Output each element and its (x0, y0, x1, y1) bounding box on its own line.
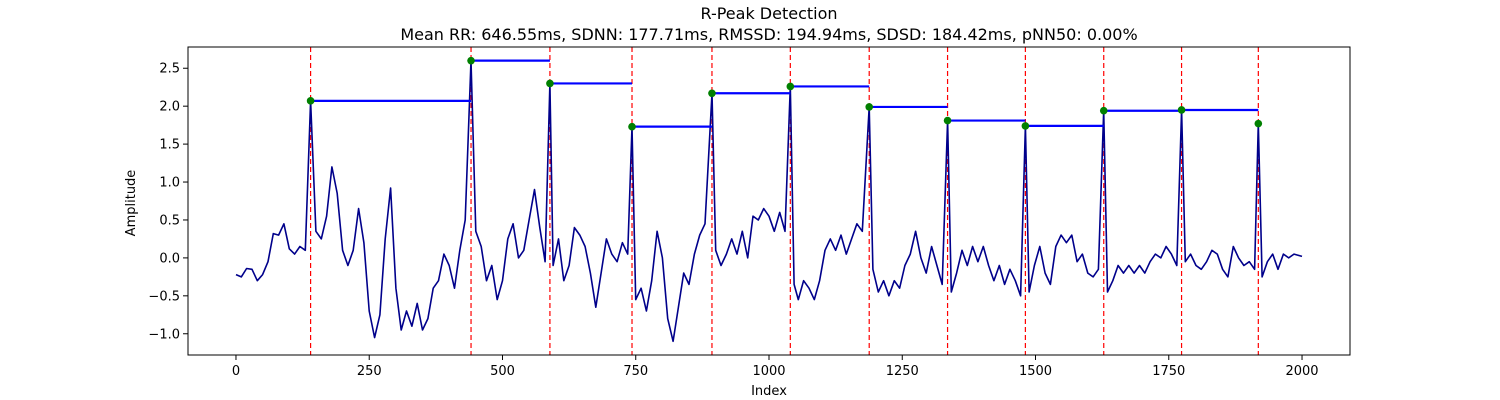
peak-markers (306, 56, 1263, 131)
x-axis-label: Index (751, 384, 787, 399)
y-axis: −1.0 −0.5 0.0 0.5 1.0 1.5 2.0 2.5 (148, 62, 188, 342)
rr-segments (310, 59, 1259, 128)
x-tick-label: 500 (490, 364, 515, 379)
peak-marker (306, 97, 315, 105)
x-tick-label: 2000 (1285, 364, 1318, 379)
peak-marker (708, 89, 716, 98)
peak-marker (546, 79, 554, 88)
x-tick-label: 1000 (752, 364, 785, 379)
y-axis-label: Amplitude (124, 170, 139, 237)
x-axis: 0 250 500 750 1000 1250 1500 1750 2000 (232, 355, 1319, 379)
chart-subtitle: Mean RR: 646.55ms, SDNN: 177.71ms, RMSSD… (400, 25, 1137, 44)
chart-title: R-Peak Detection (700, 4, 837, 23)
y-tick-label: 1.0 (159, 176, 180, 191)
peak-marker (467, 56, 475, 65)
x-tick-label: 750 (623, 364, 648, 379)
signal-layer (235, 59, 1303, 343)
peak-marker (628, 122, 636, 131)
y-tick-label: 2.0 (159, 100, 180, 115)
ecg-signal-line (235, 59, 1303, 343)
y-tick-label: 2.5 (159, 62, 180, 77)
peak-marker (1177, 106, 1186, 114)
peak-marker (1099, 106, 1108, 115)
y-tick-label: −0.5 (148, 289, 180, 304)
y-tick-label: 0.0 (159, 251, 180, 266)
peak-marker (865, 103, 874, 111)
x-tick-label: 1250 (886, 364, 919, 379)
x-tick-label: 1750 (1152, 364, 1185, 379)
y-tick-label: 1.5 (159, 138, 180, 153)
y-tick-label: 0.5 (159, 213, 180, 228)
x-tick-label: 1500 (1019, 364, 1052, 379)
x-tick-label: 250 (357, 364, 382, 379)
peak-marker (1021, 122, 1030, 130)
peak-marker (1254, 119, 1263, 128)
y-tick-label: −1.0 (148, 327, 180, 342)
peak-marker (943, 116, 952, 125)
peak-marker (786, 82, 795, 91)
x-tick-label: 0 (232, 364, 240, 379)
